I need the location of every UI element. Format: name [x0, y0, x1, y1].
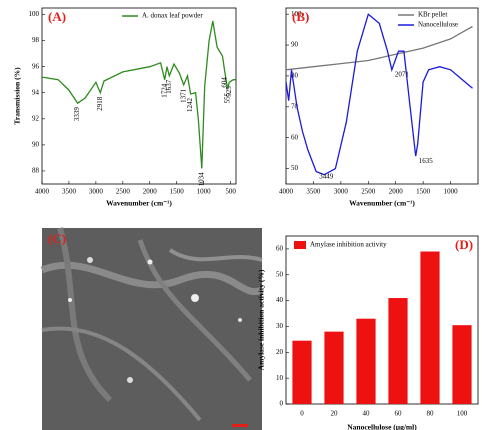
x-tick-label: 3000	[89, 188, 104, 196]
legend-label: A. donax leaf powder	[142, 12, 203, 20]
y-tick-label: 70	[291, 102, 299, 110]
peak-label: 1635	[419, 157, 434, 165]
spectrum-line	[285, 13, 473, 176]
panel-label: (D)	[455, 237, 473, 252]
panel-label: (C)	[48, 231, 66, 246]
peak-label: 1034	[197, 172, 205, 187]
peak-label: 525	[225, 86, 233, 97]
y-axis-label: Transmission (%)	[13, 67, 22, 125]
y-tick-label: 0	[280, 400, 284, 408]
x-tick-label: 1000	[444, 188, 459, 196]
y-tick-label: 88	[32, 167, 40, 175]
x-tick-label: 4000	[279, 188, 294, 196]
x-tick-label: 0	[300, 410, 304, 418]
bar	[292, 340, 312, 404]
x-tick-label: 80	[427, 410, 435, 418]
y-tick-label: 100	[29, 10, 40, 18]
plot-frame	[41, 7, 237, 185]
peak-label: 3339	[73, 107, 81, 122]
x-tick-label: 2000	[389, 188, 404, 196]
y-tick-label: 96	[32, 62, 40, 70]
legend-label: KBr pellet	[418, 11, 447, 19]
x-tick-label: 100	[457, 410, 468, 418]
panel-label: (A)	[48, 9, 66, 24]
x-axis-label: Wavenumber (cm⁻¹)	[349, 199, 415, 208]
y-tick-label: 90	[291, 41, 299, 49]
y-tick-label: 100	[291, 10, 302, 18]
bar	[420, 251, 440, 404]
peak-label: 1637	[165, 79, 173, 94]
y-tick-label: 98	[32, 36, 40, 44]
y-tick-label: 90	[32, 140, 40, 148]
peak-label: 3449	[319, 172, 334, 180]
bar	[452, 325, 472, 404]
y-tick-label: 10	[276, 374, 284, 382]
x-tick-label: 1500	[416, 188, 431, 196]
plot-frame	[285, 235, 479, 405]
x-tick-label: 2000	[143, 188, 158, 196]
peak-label: 1242	[186, 98, 194, 113]
x-tick-label: 60	[395, 410, 403, 418]
bar	[324, 331, 344, 404]
peak-label: 1724	[160, 83, 168, 98]
peak-label: 604	[221, 77, 229, 88]
legend-swatch	[294, 241, 306, 249]
sem-image	[40, 227, 264, 430]
x-tick-label: 500	[225, 188, 236, 196]
x-tick-label: 40	[363, 410, 371, 418]
x-tick-label: 4000	[35, 188, 50, 196]
y-tick-label: 50	[291, 164, 299, 172]
legend-label: Amylase inhibition activity	[310, 241, 387, 249]
x-axis-label: Nanocellulose (µg/ml)	[347, 423, 417, 430]
panel-label: (B)	[292, 9, 309, 24]
x-tick-label: 3500	[306, 188, 321, 196]
y-tick-label: 80	[291, 72, 299, 80]
x-tick-label: 2500	[116, 188, 131, 196]
x-tick-label: 1000	[197, 188, 212, 196]
spectrum-line	[41, 20, 236, 169]
x-tick-label: 3500	[62, 188, 77, 196]
y-tick-label: 92	[32, 114, 40, 122]
legend-label: Nanocellulose	[418, 21, 458, 29]
y-axis-label: Amylase inhibition activity (%)	[257, 269, 266, 370]
peak-label: 1371	[179, 88, 187, 103]
y-tick-label: 94	[32, 88, 40, 96]
spectrum-line	[285, 25, 473, 71]
peak-label: 2918	[96, 96, 104, 111]
x-tick-label: 3000	[334, 188, 349, 196]
peak-label: 2071	[395, 70, 410, 78]
x-tick-label: 2500	[361, 188, 376, 196]
y-tick-label: 50	[276, 270, 284, 278]
y-tick-label: 40	[276, 296, 284, 304]
bar	[356, 318, 376, 404]
y-tick-label: 60	[291, 133, 299, 141]
y-tick-label: 30	[276, 322, 284, 330]
peak-label: 555	[223, 92, 231, 103]
x-axis-label: Wavenumber (cm⁻¹)	[106, 199, 172, 208]
x-tick-label: 1500	[170, 188, 185, 196]
bar	[388, 298, 408, 404]
plot-frame	[285, 7, 479, 185]
y-tick-label: 60	[276, 245, 284, 253]
y-tick-label: 20	[276, 348, 284, 356]
x-tick-label: 20	[331, 410, 339, 418]
